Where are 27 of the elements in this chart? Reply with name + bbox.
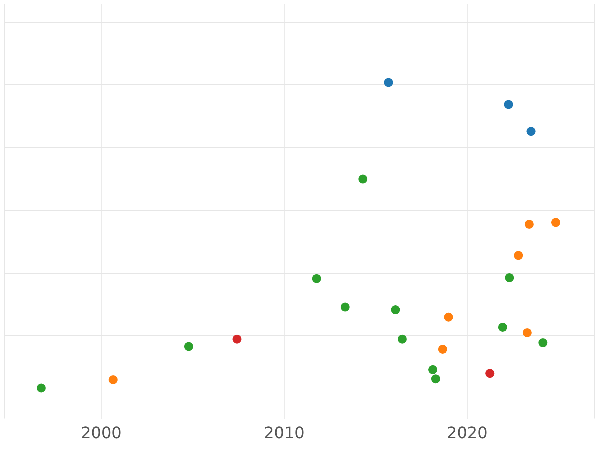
point — [504, 100, 514, 110]
point — [438, 344, 448, 354]
point — [398, 334, 407, 344]
x-tick-label: 2010 — [264, 424, 305, 443]
point — [184, 342, 194, 352]
point — [384, 78, 394, 88]
point — [486, 369, 495, 378]
point — [232, 334, 242, 344]
point — [358, 174, 368, 184]
point — [36, 384, 46, 393]
point — [538, 338, 548, 348]
point — [505, 273, 514, 282]
point — [428, 365, 438, 374]
x-tick-label: 2020 — [447, 424, 488, 443]
point — [340, 302, 350, 312]
point — [431, 374, 440, 384]
point — [526, 127, 536, 136]
point — [444, 312, 454, 322]
point — [551, 218, 560, 228]
point — [514, 251, 524, 260]
x-tick-label: 2000 — [81, 424, 122, 443]
point — [312, 274, 322, 284]
point — [498, 322, 508, 332]
point — [522, 328, 532, 338]
point — [524, 220, 534, 229]
point — [108, 376, 118, 384]
point — [391, 306, 400, 315]
